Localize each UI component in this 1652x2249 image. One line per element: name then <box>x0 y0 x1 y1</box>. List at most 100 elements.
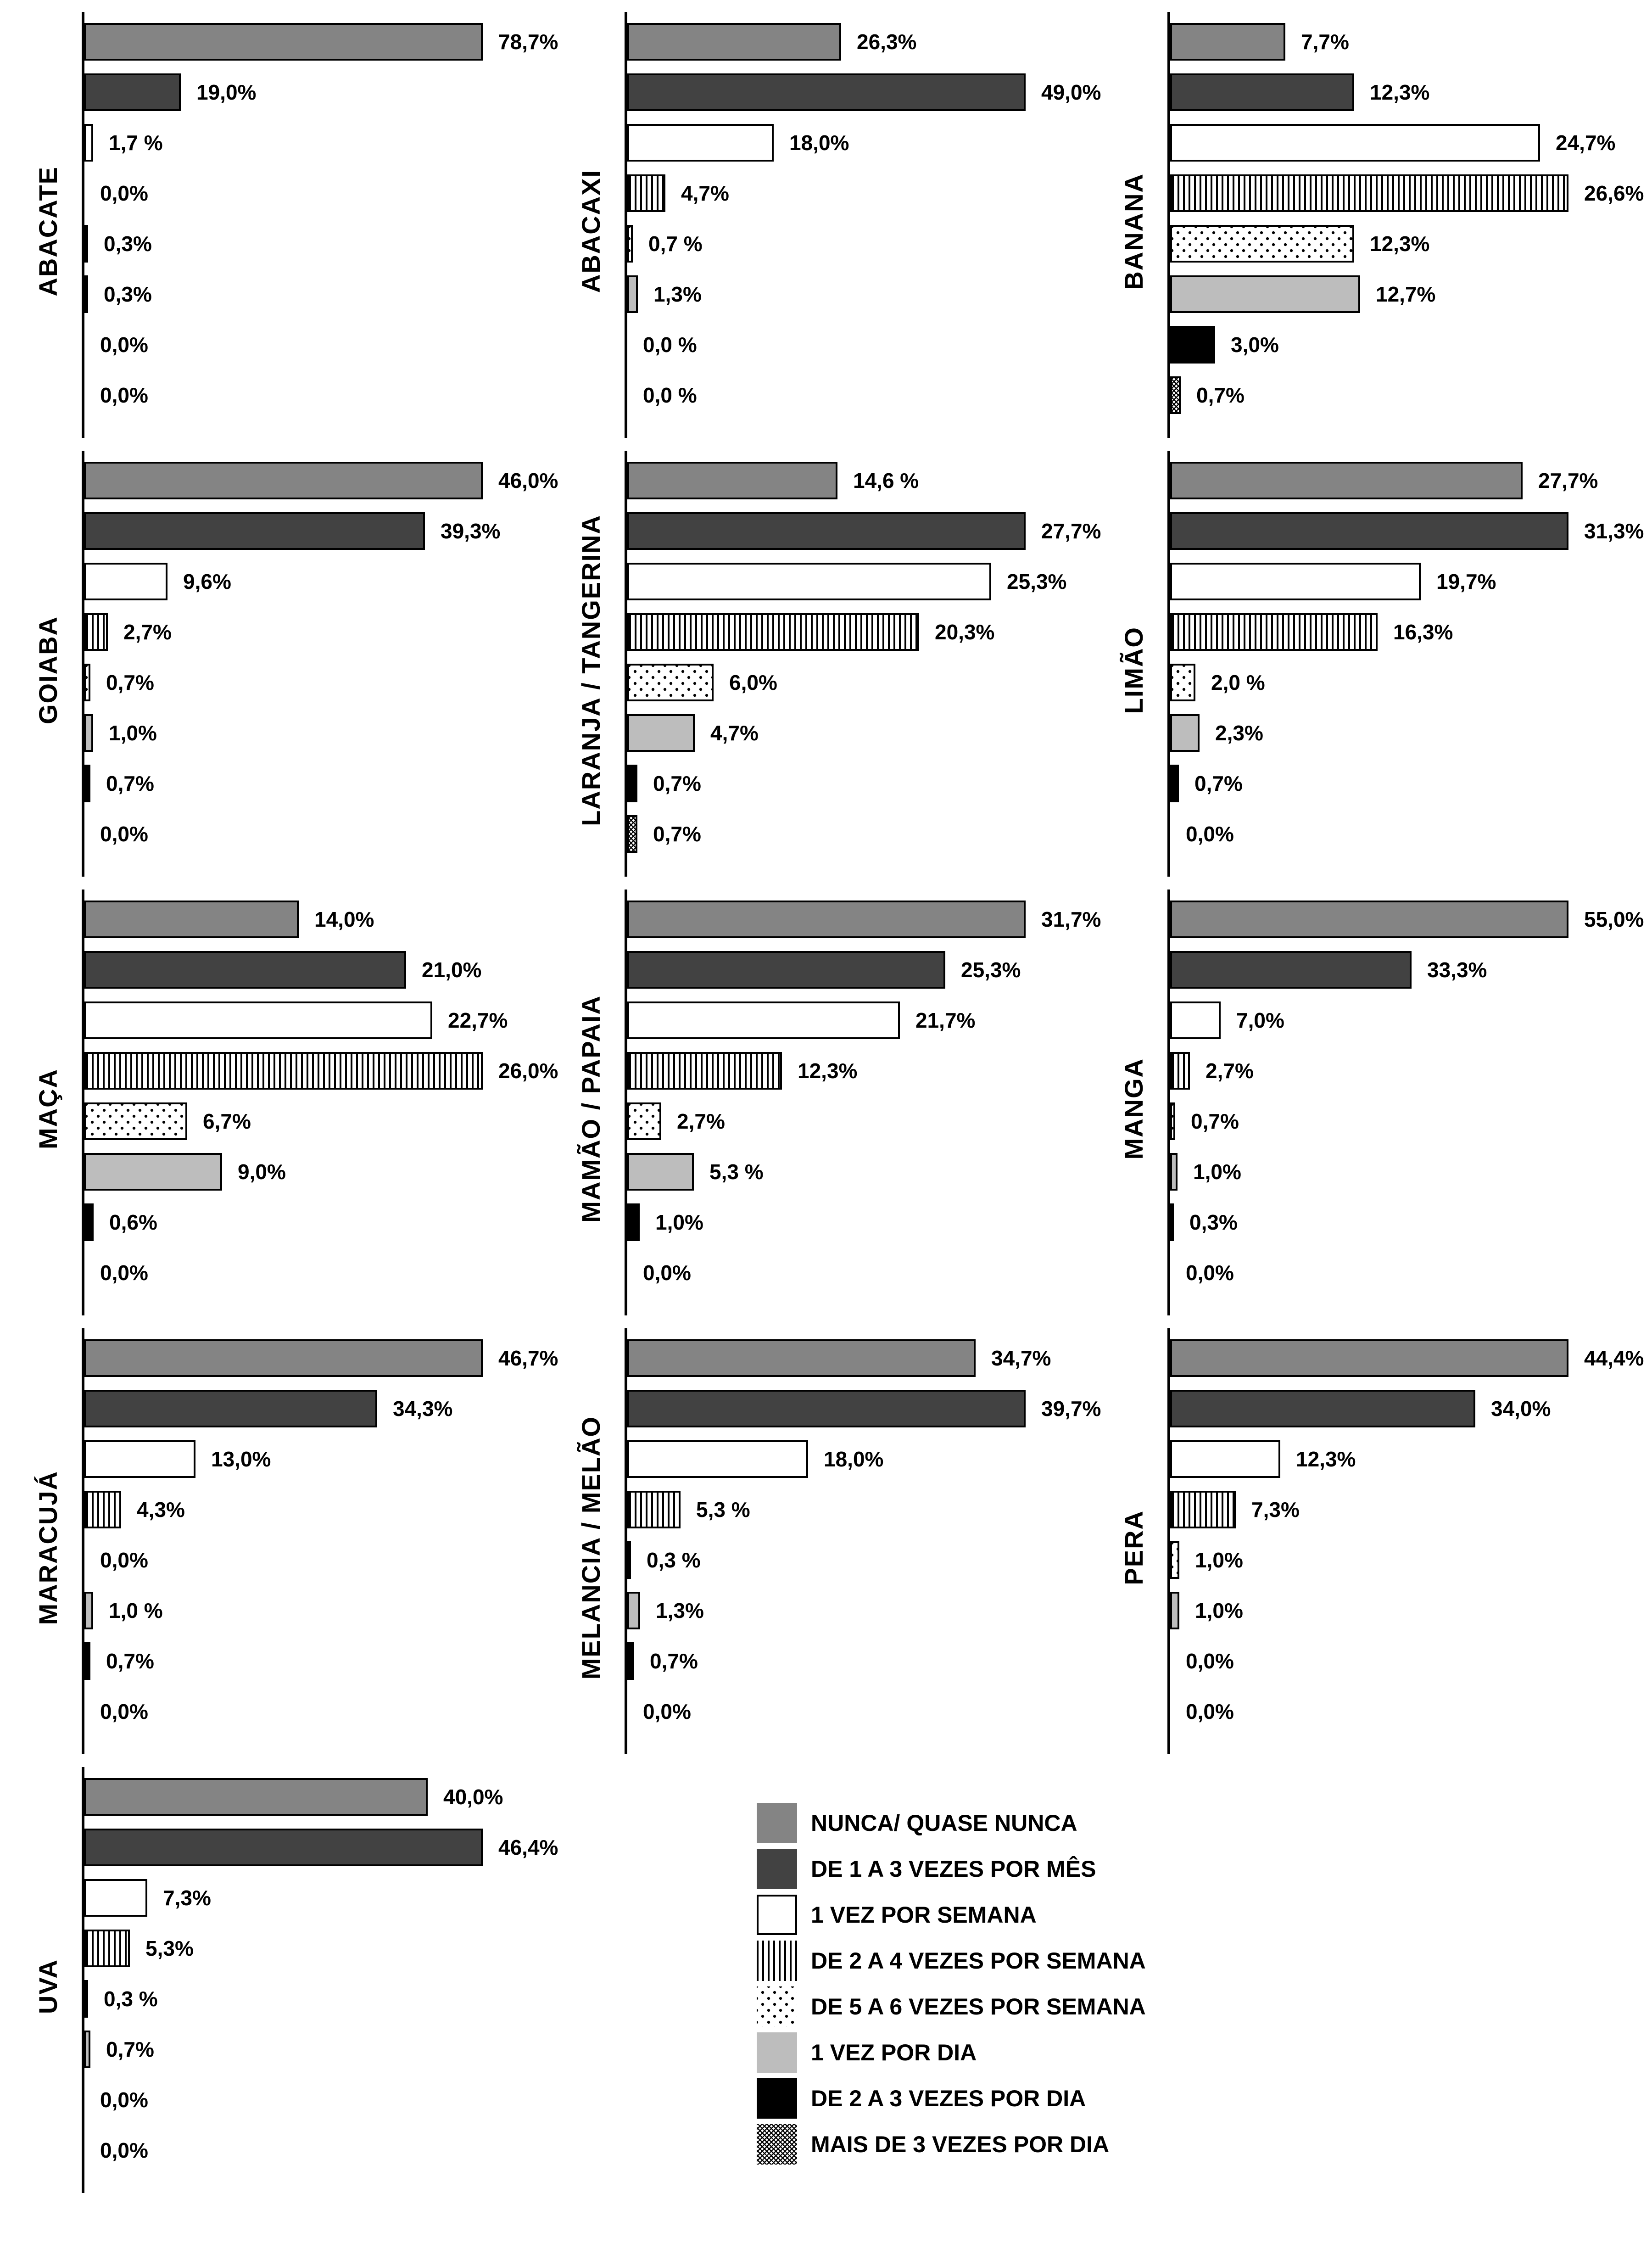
axis-label-strip: MANGA <box>1099 890 1167 1328</box>
bar-row-laranja-tangerina-0: 14,6 % <box>627 455 1101 506</box>
bar-row-manga-6: 0,3% <box>1170 1197 1644 1248</box>
bar-value-label: 3,0% <box>1231 333 1279 357</box>
bar-value-label: 25,3% <box>1007 570 1067 593</box>
bar-row-uva-5: 0,7% <box>84 2024 558 2075</box>
bar-value-label: 0,6% <box>109 1210 157 1234</box>
bar-row-goiaba-1: 39,3% <box>84 506 558 556</box>
bar-value-label: 22,7% <box>448 1008 508 1032</box>
bar-row-limao-1: 31,3% <box>1170 506 1644 556</box>
bar-limao-de-1-a-3-vezes-por-mes <box>1170 512 1568 550</box>
bar-row-pera-5: 1,0% <box>1170 1585 1644 1636</box>
bar-row-uva-1: 46,4% <box>84 1822 558 1873</box>
bar-value-label: 2,3% <box>1215 721 1263 745</box>
bar-value-label: 7,0% <box>1236 1008 1284 1032</box>
bar-row-maracuja-0: 46,7% <box>84 1333 558 1383</box>
bar-value-label: 0,0% <box>1186 1700 1234 1723</box>
bar-value-label: 0,7% <box>106 2037 154 2061</box>
bar-value-label: 27,7% <box>1041 519 1101 543</box>
bar-abacaxi-1-vez-por-dia <box>627 275 638 313</box>
bar-banana-de-5-a-6-vezes-por-semana <box>1170 225 1354 263</box>
bar-maracuja-de-2-a-4-vezes-por-semana <box>84 1491 121 1528</box>
bar-row-pera-2: 12,3% <box>1170 1434 1644 1484</box>
bar-value-label: 0,0% <box>100 383 148 407</box>
chart-plot-melancia-melao: 34,7% 39,7% 18,0% 5,3 % 0,3 % 1,3% 0,7% 0,0% <box>625 1328 1101 1754</box>
legend-label-1: DE 1 A 3 VEZES POR MÊS <box>811 1856 1096 1882</box>
bar-value-label: 34,0% <box>1491 1397 1551 1421</box>
bar-value-label: 0,7% <box>653 822 701 846</box>
bar-value-label: 1,0% <box>109 721 157 745</box>
bar-manga-de-5-a-6-vezes-por-semana <box>1170 1102 1175 1140</box>
bar-value-label: 0,7% <box>650 1649 698 1673</box>
bar-row-abacate-2: 1,7 % <box>84 117 558 168</box>
bar-value-label: 0,7% <box>1191 1109 1239 1133</box>
bar-maracuja-nunca-quase-nunca <box>84 1339 483 1377</box>
bar-row-laranja-tangerina-4: 6,0% <box>627 657 1101 708</box>
chart-cell-banana: BANANA 7,7% 12,3% 24,7% 26,6% 12,3% 12,7% 3,0% 0… <box>1099 12 1644 451</box>
bar-row-melancia-melao-0: 34,7% <box>627 1333 1101 1383</box>
bar-row-abacate-3: 0,0% <box>84 168 558 218</box>
bar-value-label: 26,6% <box>1584 181 1644 205</box>
bar-row-melancia-melao-3: 5,3 % <box>627 1484 1101 1535</box>
bar-limao-nunca-quase-nunca <box>1170 462 1523 499</box>
bar-value-label: 31,7% <box>1041 907 1101 931</box>
legend-swatch-7 <box>757 2124 797 2165</box>
bar-row-banana-3: 26,6% <box>1170 168 1644 218</box>
legend-swatch-4 <box>757 1986 797 2027</box>
bar-row-limao-3: 16,3% <box>1170 607 1644 657</box>
bar-value-label: 0,7% <box>106 671 154 694</box>
chart-fruit-label-laranja-tangerina: LARANJA / TANGERINA <box>576 514 605 826</box>
legend-item-2: 1 VEZ POR SEMANA <box>757 1895 1146 1935</box>
chart-plot-abacate: 78,7% 19,0% 1,7 % 0,0% 0,3% 0,3% 0,0% 0,0% <box>82 12 558 438</box>
chart-plot-goiaba: 46,0% 39,3% 9,6% 2,7% 0,7% 1,0% 0,7% 0,0% <box>82 451 558 877</box>
bar-row-mamao-papaia-0: 31,7% <box>627 894 1101 945</box>
bar-value-label: 16,3% <box>1393 620 1453 644</box>
bar-row-goiaba-7: 0,0% <box>84 809 558 859</box>
axis-label-strip: LARANJA / TANGERINA <box>557 451 625 890</box>
bar-maca-de-1-a-3-vezes-por-mes <box>84 951 406 989</box>
chart-manga: MANGA 55,0% 33,3% 7,0% 2,7% 0,7% 1,0% 0,3% 0,0% <box>1099 890 1644 1328</box>
bar-row-abacate-5: 0,3% <box>84 269 558 319</box>
bar-goiaba-de-2-a-4-vezes-por-semana <box>84 613 108 651</box>
bar-row-abacaxi-0: 26,3% <box>627 17 1101 67</box>
axis-label-strip: MARACUJÁ <box>14 1328 82 1767</box>
bar-value-label: 12,3% <box>1296 1447 1356 1471</box>
bar-value-label: 34,7% <box>991 1346 1051 1370</box>
bar-row-abacate-4: 0,3% <box>84 218 558 269</box>
bar-row-uva-2: 7,3% <box>84 1873 558 1923</box>
bar-abacaxi-de-1-a-3-vezes-por-mes <box>627 73 1026 111</box>
bar-row-melancia-melao-2: 18,0% <box>627 1434 1101 1484</box>
bar-value-label: 14,6 % <box>853 469 919 492</box>
bar-row-laranja-tangerina-1: 27,7% <box>627 506 1101 556</box>
bar-value-label: 31,3% <box>1584 519 1644 543</box>
chart-mamao-papaia: MAMÃO / PAPAIA 31,7% 25,3% 21,7% 12,3% 2,7% 5,… <box>557 890 1101 1328</box>
bar-row-laranja-tangerina-5: 4,7% <box>627 708 1101 758</box>
bar-row-pera-6: 0,0% <box>1170 1636 1644 1686</box>
bar-maracuja-de-1-a-3-vezes-por-mes <box>84 1390 377 1427</box>
bar-goiaba-1-vez-por-dia <box>84 714 93 752</box>
bar-value-label: 0,3% <box>104 282 152 306</box>
bar-row-abacate-7: 0,0% <box>84 370 558 420</box>
bar-melancia-melao-nunca-quase-nunca <box>627 1339 976 1377</box>
bar-row-abacate-1: 19,0% <box>84 67 558 117</box>
bar-value-label: 0,7 % <box>648 232 703 256</box>
bar-row-pera-3: 7,3% <box>1170 1484 1644 1535</box>
bar-banana-nunca-quase-nunca <box>1170 23 1285 61</box>
bar-melancia-melao-1-vez-por-dia <box>627 1592 640 1629</box>
legend-item-1: DE 1 A 3 VEZES POR MÊS <box>757 1849 1146 1889</box>
chart-abacaxi: ABACAXI 26,3% 49,0% 18,0% 4,7% 0,7 % 1,3% 0,0 %… <box>557 12 1101 451</box>
bar-row-laranja-tangerina-7: 0,7% <box>627 809 1101 859</box>
bar-pera-1-vez-por-semana <box>1170 1440 1280 1478</box>
axis-label-strip: MAMÃO / PAPAIA <box>557 890 625 1328</box>
bar-row-manga-7: 0,0% <box>1170 1248 1644 1298</box>
bar-row-limao-6: 0,7% <box>1170 758 1644 809</box>
bar-value-label: 21,0% <box>422 958 482 982</box>
chart-pera: PERA 44,4% 34,0% 12,3% 7,3% 1,0% 1,0% 0,0% 0,0% <box>1099 1328 1644 1767</box>
bar-row-pera-4: 1,0% <box>1170 1535 1644 1585</box>
chart-plot-maracuja: 46,7% 34,3% 13,0% 4,3% 0,0% 1,0 % 0,7% 0,0% <box>82 1328 558 1754</box>
chart-fruit-label-banana: BANANA <box>1119 173 1148 290</box>
bar-value-label: 1,3% <box>656 1599 704 1622</box>
bar-mamao-papaia-de-5-a-6-vezes-por-semana <box>627 1102 661 1140</box>
chart-fruit-label-uva: UVA <box>33 1958 62 2014</box>
chart-fruit-label-abacate: ABACATE <box>33 166 62 297</box>
bar-melancia-melao-de-5-a-6-vezes-por-semana <box>627 1541 631 1579</box>
